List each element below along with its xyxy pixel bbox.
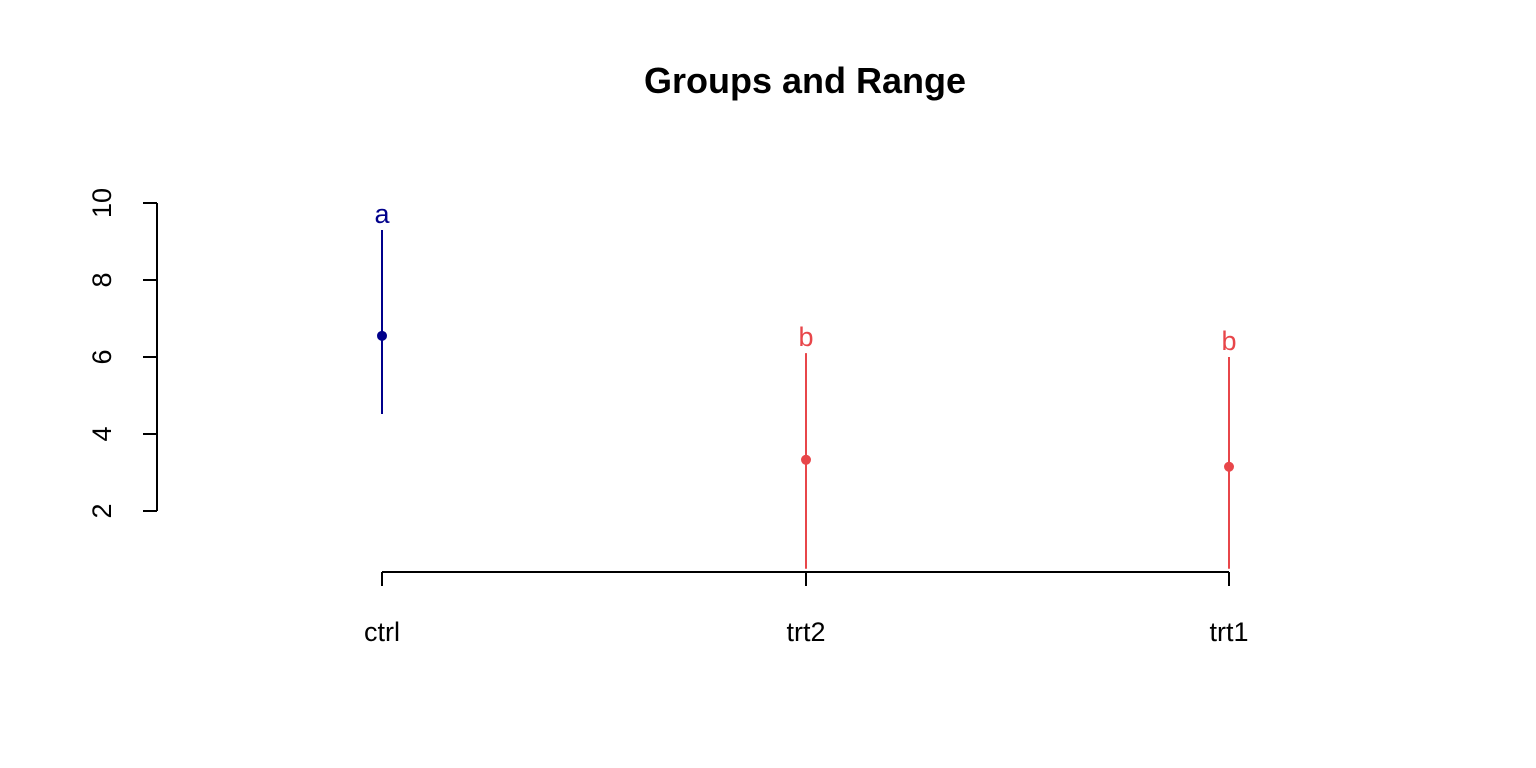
y-axis: 2 4 6 8 10 xyxy=(87,188,158,519)
x-tick-label: ctrl xyxy=(364,617,400,647)
y-tick-label: 2 xyxy=(87,503,117,518)
chart-title: Groups and Range xyxy=(644,60,966,101)
mean-point xyxy=(1224,461,1234,472)
y-tick-label: 8 xyxy=(87,272,117,287)
group-letter: b xyxy=(1221,326,1236,356)
x-tick-label: trt1 xyxy=(1209,617,1248,647)
y-tick-label: 6 xyxy=(87,349,117,364)
group-letter: b xyxy=(798,322,813,352)
mean-point xyxy=(377,330,387,341)
group-ranges: a b b xyxy=(374,199,1237,569)
x-tick-label: trt2 xyxy=(786,617,825,647)
group-letter: a xyxy=(374,199,390,229)
y-tick-label: 10 xyxy=(87,188,117,218)
mean-point xyxy=(801,454,811,465)
x-axis: ctrl trt2 trt1 xyxy=(364,571,1249,647)
y-tick-label: 4 xyxy=(87,426,117,441)
